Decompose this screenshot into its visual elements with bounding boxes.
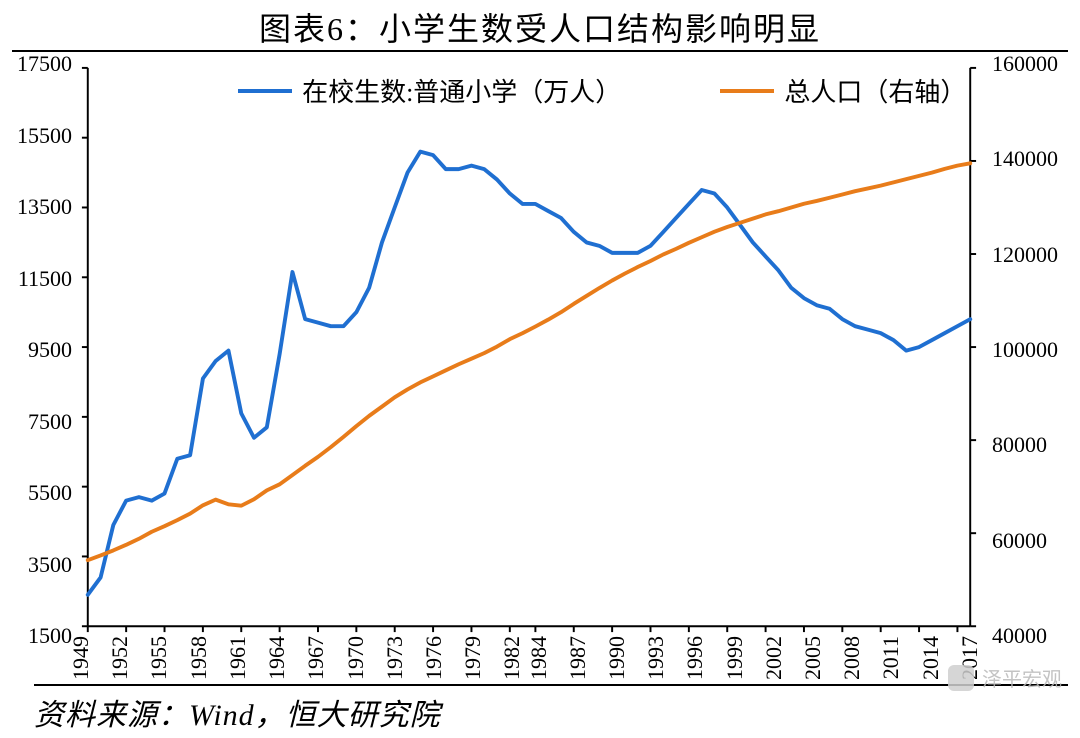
- x-tick-label: 2008: [839, 636, 865, 680]
- x-tick-label: 2014: [918, 636, 944, 680]
- x-tick-label: 2011: [878, 636, 904, 679]
- x-tick-label: 1987: [565, 636, 591, 680]
- y-right-tick-label: 160000: [992, 51, 1064, 77]
- x-tick-label: 1967: [303, 636, 329, 680]
- chart-svg: [78, 64, 980, 636]
- x-tick-label: 1964: [264, 636, 290, 680]
- x-tick-label: 1952: [107, 636, 133, 680]
- x-tick-label: 1973: [382, 636, 408, 680]
- y-left-tick-label: 1500: [0, 623, 72, 649]
- legend-swatch-students: [238, 89, 292, 93]
- y-left-tick-label: 13500: [0, 194, 72, 220]
- chart-figure: 图表6：小学生数受人口结构影响明显 1500 3500 5500 7500 9500 11…: [0, 0, 1080, 738]
- x-tick-label: 1990: [604, 636, 630, 680]
- y-left-tick-label: 15500: [0, 123, 72, 149]
- y-right-axis-labels: 400006000080000100000120000140000160000: [992, 64, 1064, 636]
- y-left-tick-label: 17500: [0, 51, 72, 77]
- x-tick-label: 1970: [343, 636, 369, 680]
- x-tick-label: 1961: [225, 636, 251, 680]
- legend-item-population: 总人口（右轴）: [720, 72, 960, 109]
- plot-area: 在校生数:普通小学（万人） 总人口（右轴）: [78, 64, 980, 636]
- x-tick-label: 1996: [682, 636, 708, 680]
- y-right-tick-label: 120000: [992, 242, 1064, 268]
- x-tick-label: 1993: [643, 636, 669, 680]
- y-left-tick-label: 7500: [0, 409, 72, 435]
- y-right-tick-label: 140000: [992, 146, 1064, 172]
- y-right-tick-label: 80000: [992, 432, 1064, 458]
- x-tick-label: 1999: [722, 636, 748, 680]
- y-right-tick-label: 60000: [992, 528, 1064, 554]
- y-left-tick-label: 11500: [0, 266, 72, 292]
- watermark-text: 泽平宏观: [982, 663, 1062, 692]
- y-left-tick-label: 9500: [0, 337, 72, 363]
- x-tick-label: 1955: [146, 636, 172, 680]
- y-left-tick-label: 3500: [0, 552, 72, 578]
- x-tick-label: 1976: [421, 636, 447, 680]
- x-tick-label: 1958: [186, 636, 212, 680]
- title-underline: [12, 50, 1068, 52]
- wechat-icon: [948, 665, 974, 691]
- x-tick-label: 1949: [68, 636, 94, 680]
- source-caption: 资料来源：Wind，恒大研究院: [34, 684, 1068, 734]
- y-left-axis-labels: 1500350055007500950011500135001550017500: [0, 64, 72, 636]
- legend-swatch-population: [720, 89, 774, 93]
- legend-label-students: 在校生数:普通小学（万人）: [302, 72, 610, 109]
- chart-title: 图表6：小学生数受人口结构影响明显: [0, 4, 1080, 50]
- x-tick-label: 1979: [460, 636, 486, 680]
- watermark: 泽平宏观: [948, 663, 1062, 692]
- x-tick-label: 2005: [800, 636, 826, 680]
- x-tick-label: 1982: [499, 636, 525, 680]
- legend: 在校生数:普通小学（万人） 总人口（右轴）: [238, 72, 960, 109]
- x-tick-label: 2002: [761, 636, 787, 680]
- x-tick-label: 1984: [526, 636, 552, 680]
- y-right-tick-label: 40000: [992, 623, 1064, 649]
- y-left-tick-label: 5500: [0, 480, 72, 506]
- legend-label-population: 总人口（右轴）: [784, 72, 960, 109]
- legend-item-students: 在校生数:普通小学（万人）: [238, 72, 610, 109]
- y-right-tick-label: 100000: [992, 337, 1064, 363]
